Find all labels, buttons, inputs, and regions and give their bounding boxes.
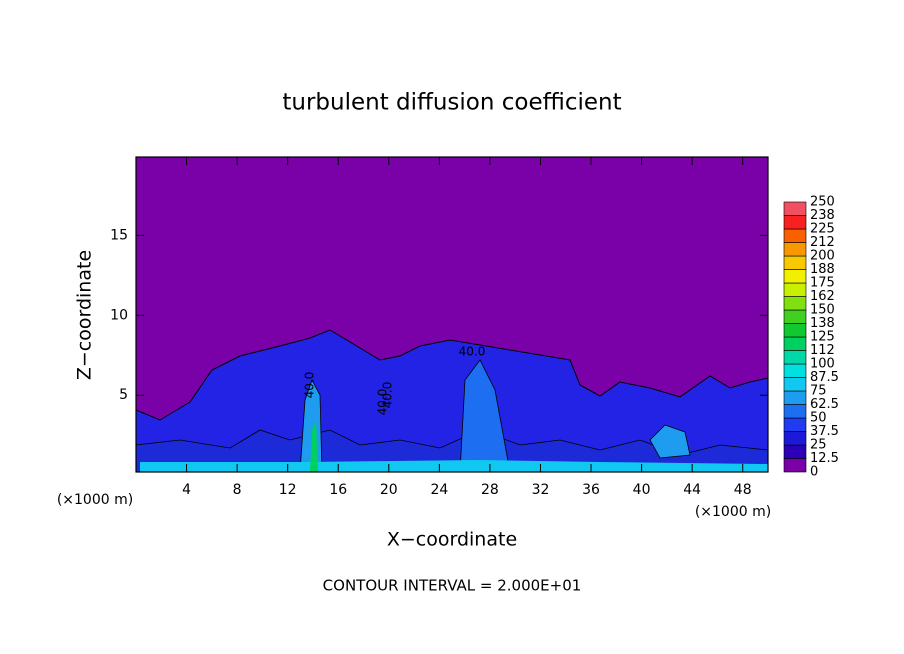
contour-label: 40.0 xyxy=(459,345,486,359)
colorbar-label: 25 xyxy=(810,438,827,453)
field xyxy=(135,157,769,473)
x-tick-label: 4 xyxy=(182,482,191,498)
x-tick-label: 24 xyxy=(430,482,448,498)
colorbar-label: 50 xyxy=(810,411,827,426)
colorbar-cell xyxy=(783,201,807,216)
x-tick-label: 12 xyxy=(279,482,297,498)
colorbar-label: 12.5 xyxy=(810,451,839,466)
colorbar-cell xyxy=(783,323,807,338)
colorbar-label: 0 xyxy=(810,465,818,480)
colorbar-label: 150 xyxy=(810,303,835,318)
colorbar-cell xyxy=(783,269,807,284)
x-tick-label: 20 xyxy=(380,482,398,498)
colorbar-cell xyxy=(783,444,807,459)
colorbar-label: 225 xyxy=(810,222,835,237)
x-tick-label: 32 xyxy=(532,482,550,498)
footer: CONTOUR INTERVAL = 2.000E+01 xyxy=(323,577,582,595)
colorbar-label: 162 xyxy=(810,289,835,304)
colorbar-label: 200 xyxy=(810,249,835,264)
colorbar-cell xyxy=(783,404,807,419)
field-region xyxy=(649,424,691,459)
colorbar-cell xyxy=(783,282,807,297)
colorbar-cell xyxy=(783,377,807,392)
x-tick-label: 40 xyxy=(633,482,651,498)
colorbar-label: 87.5 xyxy=(810,370,839,385)
colorbar-cell xyxy=(783,417,807,432)
colorbar-label: 238 xyxy=(810,208,835,223)
colorbar-cell xyxy=(783,363,807,378)
field-region xyxy=(135,429,769,473)
colorbar-cell xyxy=(783,390,807,405)
colorbar-label: 175 xyxy=(810,276,835,291)
colorbar-label: 125 xyxy=(810,330,835,345)
y-tick-label: 10 xyxy=(110,307,128,323)
colorbar-cell xyxy=(783,296,807,311)
y-axis-label: Z−coordinate xyxy=(74,250,96,380)
x-tick-label: 8 xyxy=(233,482,242,498)
colorbar-cell xyxy=(783,255,807,270)
colorbar-label: 37.5 xyxy=(810,424,839,439)
field-region xyxy=(310,420,318,472)
x-tick-label: 16 xyxy=(329,482,347,498)
x-tick-label: 44 xyxy=(683,482,701,498)
colorbar-label: 112 xyxy=(810,343,835,358)
x-tick-label: 36 xyxy=(582,482,600,498)
x-tick-label: 28 xyxy=(481,482,499,498)
colorbar-cell xyxy=(783,228,807,243)
colorbar-cell xyxy=(783,242,807,257)
y-tick-label: 15 xyxy=(110,227,128,243)
plot-frame xyxy=(135,156,769,473)
field-region xyxy=(140,460,768,472)
colorbar-label: 250 xyxy=(810,195,835,210)
colorbar-cell xyxy=(783,309,807,324)
contour-label: 40.0 xyxy=(381,382,395,409)
colorbar-cell xyxy=(783,215,807,230)
x-axis-label: X−coordinate xyxy=(387,529,517,551)
colorbar-cell xyxy=(783,431,807,446)
colorbar-label: 188 xyxy=(810,262,835,277)
contour-label: 40.0 xyxy=(376,389,390,416)
contour-label: 40.0 xyxy=(303,372,317,399)
colorbar-label: 62.5 xyxy=(810,397,839,412)
field-region xyxy=(135,329,769,473)
y-tick-label: 5 xyxy=(119,387,128,403)
colorbar-cell xyxy=(783,336,807,351)
colorbar-cell xyxy=(783,350,807,365)
x-tick-label: 48 xyxy=(734,482,752,498)
x-unit-label: (×1000 m) xyxy=(695,504,771,520)
x-unit-label: (×1000 m) xyxy=(57,492,133,508)
colorbar-label: 212 xyxy=(810,235,835,250)
colorbar-label: 138 xyxy=(810,316,835,331)
colorbar-label: 100 xyxy=(810,357,835,372)
chart-title: turbulent diffusion coefficient xyxy=(282,90,621,116)
colorbar-label: 75 xyxy=(810,384,827,399)
colorbar-cell xyxy=(783,458,807,473)
